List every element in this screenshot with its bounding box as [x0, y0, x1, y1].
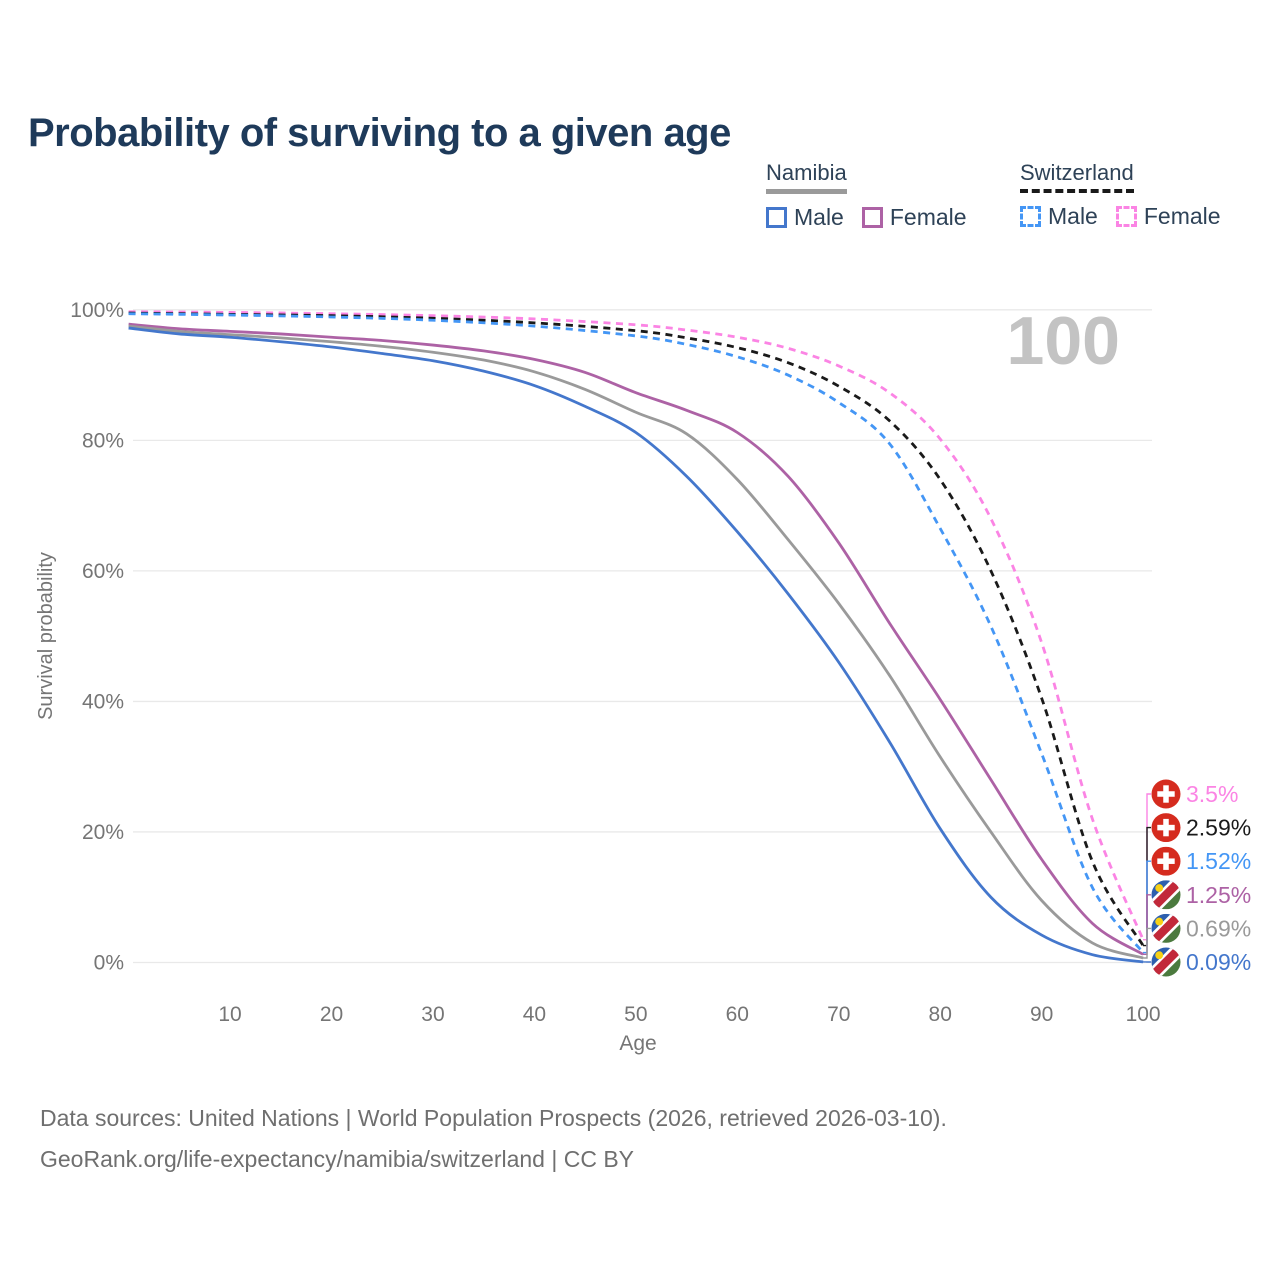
end-label-switzerland-male: 1.52% [1143, 846, 1251, 954]
swiss-flag-icon [1151, 813, 1181, 843]
x-tick-label-30: 30 [421, 1003, 444, 1026]
end-label-value: 0.09% [1186, 949, 1251, 975]
x-tick-label-70: 70 [827, 1003, 850, 1026]
y-tick-label-80: 80% [82, 429, 124, 452]
end-label-value: 3.5% [1186, 781, 1238, 807]
x-tick-label-80: 80 [929, 1003, 952, 1026]
x-tick-label-60: 60 [726, 1003, 749, 1026]
curve-namibia-female[interactable] [128, 322, 1144, 956]
legend-label-switzerland-female[interactable]: Female [1143, 203, 1221, 229]
legend-swatch-namibia-male[interactable] [766, 207, 787, 228]
y-tick-label-60: 60% [82, 560, 124, 583]
end-label-namibia-both-sexes: 0.69% [1143, 913, 1251, 959]
x-tick-label-90: 90 [1030, 1003, 1053, 1026]
swiss-flag-icon [1151, 846, 1181, 876]
legend-swatch-switzerland-female[interactable] [1115, 206, 1137, 227]
attribution-line: GeoRank.org/life-expectancy/namibia/swit… [40, 1146, 635, 1172]
data-source-line: Data sources: United Nations | World Pop… [40, 1105, 947, 1131]
swiss-flag-icon [1151, 779, 1181, 809]
curve-switzerland-male[interactable] [128, 312, 1145, 954]
y-tick-label-40: 40% [82, 690, 124, 713]
legend-label-switzerland-male[interactable]: Male [1048, 203, 1098, 229]
y-axis-title: Survival probability [35, 552, 57, 720]
age-watermark: 100 [1007, 303, 1120, 379]
end-label-value: 2.59% [1186, 815, 1251, 841]
namibia-flag-icon [1151, 913, 1181, 943]
x-tick-label-100: 100 [1126, 1003, 1161, 1026]
x-tick-label-40: 40 [523, 1003, 546, 1026]
end-label-value: 0.69% [1186, 915, 1251, 941]
end-label-namibia-male: 0.09% [1143, 947, 1251, 977]
end-label-namibia-female: 1.25% [1143, 880, 1251, 956]
namibia-flag-icon [1151, 880, 1181, 910]
legend-group-namibia: Namibia Male Female [766, 160, 985, 231]
legend-label-namibia-male[interactable]: Male [794, 204, 844, 230]
legend-header-namibia[interactable]: Namibia [766, 160, 847, 194]
end-label-switzerland-female: 3.5% [1143, 779, 1238, 941]
legend-swatch-switzerland-male[interactable] [1020, 206, 1041, 227]
curve-namibia-both-sexes[interactable] [128, 324, 1144, 960]
x-tick-label-20: 20 [320, 1003, 343, 1026]
chart-footer: Data sources: United Nations | World Pop… [40, 1098, 947, 1180]
curve-switzerland-both-sexes[interactable] [128, 311, 1145, 947]
namibia-flag-icon [1151, 947, 1181, 977]
y-tick-label-100: 100% [70, 299, 124, 322]
curve-namibia-male[interactable] [128, 326, 1144, 964]
curve-switzerland-female[interactable] [128, 310, 1145, 941]
legend-header-switzerland[interactable]: Switzerland [1020, 160, 1134, 193]
legend-group-switzerland: Switzerland Male Female [1020, 160, 1239, 230]
page-title: Probability of surviving to a given age [28, 110, 731, 155]
y-tick-label-0: 0% [94, 952, 124, 975]
legend-label-namibia-female[interactable]: Female [889, 204, 967, 230]
end-label-switzerland-both-sexes: 2.59% [1143, 813, 1251, 947]
end-label-connector [1143, 894, 1151, 956]
x-tick-label-10: 10 [218, 1003, 241, 1026]
x-axis-title: Age [619, 1032, 656, 1055]
x-tick-label-50: 50 [624, 1003, 647, 1026]
end-label-value: 1.25% [1186, 882, 1251, 908]
end-label-value: 1.52% [1186, 848, 1251, 874]
y-tick-label-20: 20% [82, 821, 124, 844]
legend-swatch-namibia-female[interactable] [861, 207, 883, 228]
end-label-connector [1143, 927, 1151, 959]
